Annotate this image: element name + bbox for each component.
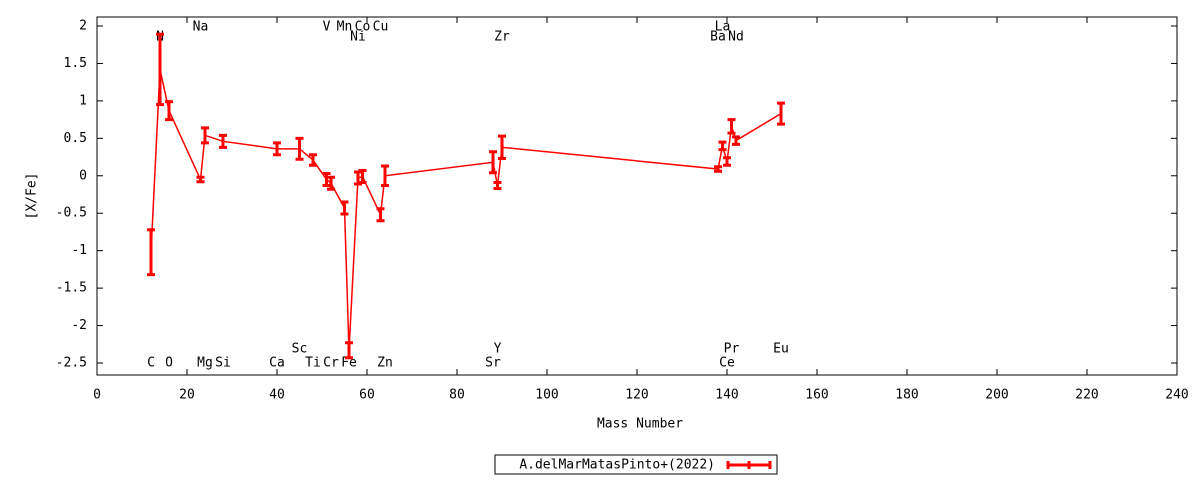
legend-label: A.delMarMatasPinto+(2022) bbox=[519, 458, 715, 473]
element-label: Co bbox=[355, 20, 371, 35]
x-tick-label: 200 bbox=[985, 388, 1008, 403]
plot-frame bbox=[96, 16, 1178, 376]
x-tick-label: 40 bbox=[269, 388, 285, 403]
element-label: C bbox=[147, 356, 155, 371]
y-tick-label: 0 bbox=[79, 168, 87, 183]
x-tick-label: 180 bbox=[895, 388, 918, 403]
element-label: Zn bbox=[377, 356, 393, 371]
y-tick-label: -1.5 bbox=[56, 281, 87, 296]
error-bar bbox=[196, 175, 205, 184]
element-label: Cr bbox=[323, 356, 339, 371]
element-label: Na bbox=[193, 20, 209, 35]
element-label: Mn bbox=[337, 20, 353, 35]
error-bar bbox=[201, 126, 209, 145]
x-tick-label: 0 bbox=[93, 388, 101, 403]
x-tick-label: 80 bbox=[449, 388, 465, 403]
element-label: Ba bbox=[710, 30, 726, 45]
error-bar bbox=[295, 136, 304, 161]
error-bar bbox=[345, 341, 353, 360]
error-bar bbox=[165, 100, 173, 122]
x-tick-label: 240 bbox=[1165, 388, 1188, 403]
y-tick-label: -2 bbox=[71, 318, 87, 333]
element-label: Ce bbox=[719, 356, 735, 371]
series-line bbox=[150, 69, 782, 351]
x-tick-label: 220 bbox=[1075, 388, 1098, 403]
error-bar bbox=[777, 101, 785, 126]
x-tick-label: 120 bbox=[625, 388, 648, 403]
error-bar bbox=[273, 141, 281, 157]
error-bar bbox=[327, 175, 335, 191]
element-label: Ca bbox=[269, 356, 285, 371]
error-bar bbox=[732, 135, 740, 146]
legend-swatch bbox=[726, 461, 772, 469]
error-bar bbox=[498, 134, 506, 161]
x-tick-label: 160 bbox=[805, 388, 828, 403]
element-label: Ni bbox=[350, 30, 366, 45]
y-tick-label: 0.5 bbox=[64, 131, 87, 146]
x-axis-label: Mass Number bbox=[597, 417, 683, 432]
error-bar bbox=[493, 181, 502, 191]
x-tick-label: 20 bbox=[179, 388, 195, 403]
error-bar bbox=[489, 150, 497, 175]
error-bar bbox=[718, 140, 727, 152]
x-tick-label: 60 bbox=[359, 388, 375, 403]
y-tick-label: 1 bbox=[79, 93, 87, 108]
error-bar bbox=[376, 207, 385, 223]
y-tick-label: 2 bbox=[79, 18, 87, 33]
error-bar bbox=[340, 200, 349, 216]
y-tick-label: -1 bbox=[71, 243, 87, 258]
element-label: V bbox=[323, 20, 331, 35]
element-label: Ti bbox=[305, 356, 321, 371]
element-label: Eu bbox=[773, 342, 789, 357]
error-bar bbox=[714, 165, 722, 173]
element-label: Nd bbox=[728, 30, 744, 45]
error-bar bbox=[219, 133, 227, 149]
error-bar bbox=[381, 164, 389, 188]
element-label: Pr bbox=[724, 342, 740, 357]
error-bar bbox=[727, 118, 736, 135]
error-bar bbox=[147, 228, 155, 277]
element-label: Si bbox=[215, 356, 231, 371]
element-label: O bbox=[165, 356, 173, 371]
error-bar bbox=[358, 169, 367, 185]
error-bar bbox=[309, 153, 317, 167]
element-label: Mg bbox=[197, 356, 213, 371]
error-bar bbox=[723, 156, 731, 167]
error-bar bbox=[322, 172, 331, 188]
x-tick-label: 100 bbox=[535, 388, 558, 403]
legend-box bbox=[494, 454, 778, 475]
y-tick-label: -0.5 bbox=[56, 206, 87, 221]
x-tick-label: 140 bbox=[715, 388, 738, 403]
y-axis-label: [X/Fe] bbox=[25, 173, 40, 220]
error-bar bbox=[156, 32, 164, 107]
element-label: La bbox=[715, 20, 731, 35]
element-label: Y bbox=[494, 342, 502, 357]
element-label: Zr bbox=[494, 30, 510, 45]
element-label: Cu bbox=[373, 20, 389, 35]
y-tick-label: 1.5 bbox=[64, 56, 87, 71]
y-tick-label: -2.5 bbox=[56, 356, 87, 371]
element-label: Sc bbox=[292, 342, 308, 357]
element-label: Sr bbox=[485, 356, 501, 371]
